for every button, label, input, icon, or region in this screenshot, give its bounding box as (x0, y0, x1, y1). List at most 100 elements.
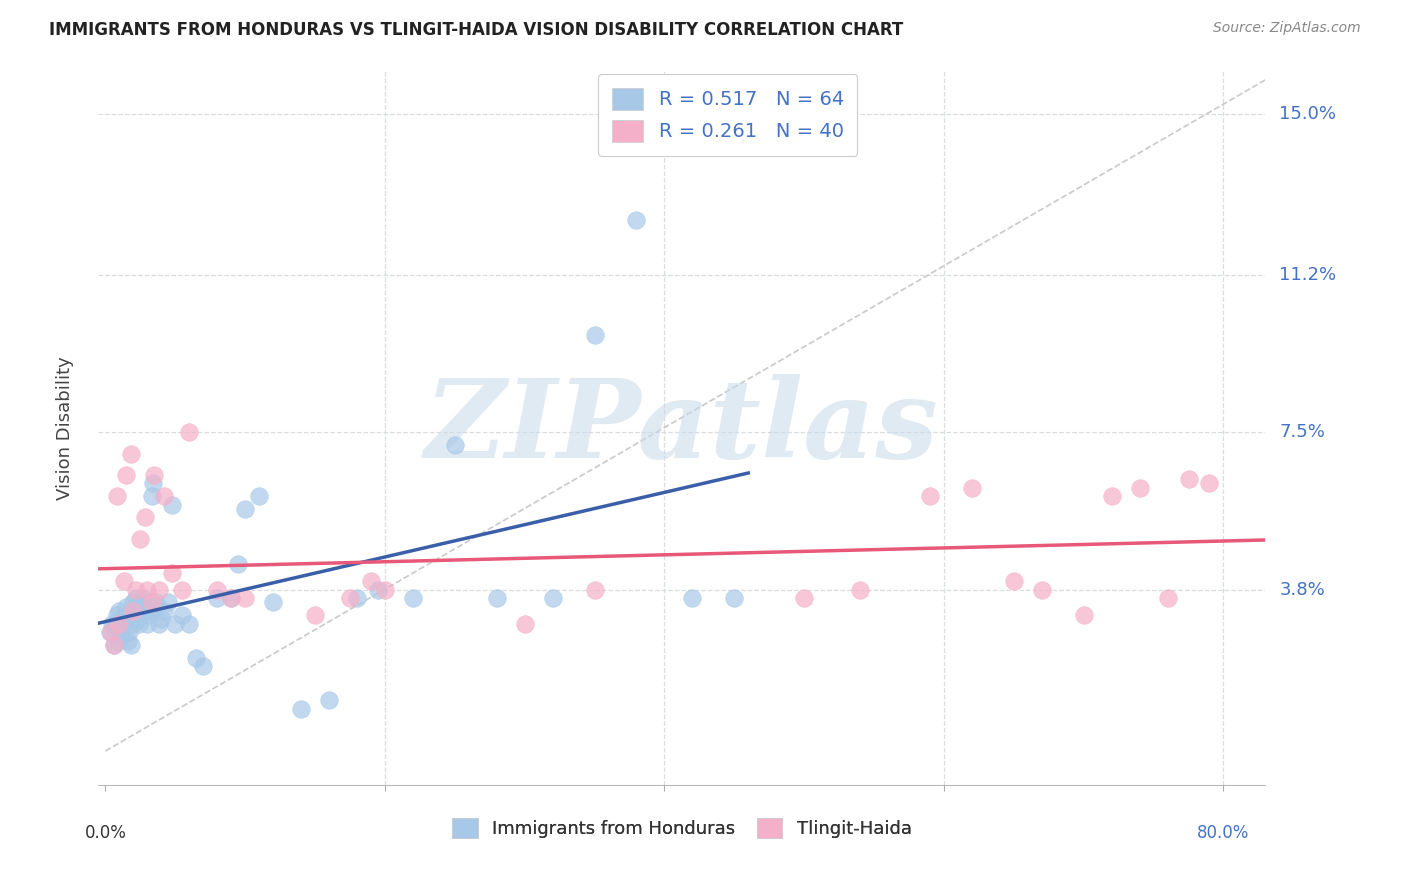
Point (226, 557, 249, 571)
Point (346, 591, 368, 605)
Point (443, 438, 465, 452)
Text: Source: ZipAtlas.com: Source: ZipAtlas.com (1213, 21, 1361, 36)
Point (186, 650, 208, 665)
Point (112, 574, 135, 588)
Text: 0.0%: 0.0% (84, 824, 127, 842)
Text: ZIPatlas: ZIPatlas (425, 375, 939, 482)
Point (165, 616, 187, 631)
Point (960, 481, 983, 495)
Point (125, 582, 148, 597)
Point (157, 595, 180, 609)
Point (129, 608, 152, 623)
Point (98, 625, 121, 640)
Point (626, 213, 648, 227)
Point (127, 612, 149, 626)
Point (150, 612, 173, 626)
Point (112, 616, 135, 631)
Point (143, 604, 166, 618)
Point (1073, 608, 1095, 623)
Point (120, 447, 142, 461)
Text: 3.8%: 3.8% (1279, 581, 1324, 599)
Point (128, 616, 150, 631)
Point (1002, 574, 1025, 588)
Point (318, 693, 340, 707)
Point (162, 566, 184, 580)
Point (339, 591, 361, 605)
Point (681, 591, 703, 605)
Point (115, 467, 138, 482)
Point (121, 612, 143, 626)
Point (120, 638, 142, 652)
Point (205, 591, 228, 605)
Point (402, 591, 425, 605)
Point (153, 489, 176, 503)
Point (111, 612, 134, 626)
Point (172, 582, 194, 597)
Point (219, 591, 242, 605)
Point (162, 498, 184, 512)
Point (205, 582, 228, 597)
Point (141, 489, 163, 503)
Text: 80.0%: 80.0% (1198, 824, 1250, 842)
Point (122, 595, 145, 609)
Point (139, 595, 162, 609)
Point (114, 608, 136, 623)
Point (132, 591, 155, 605)
Point (101, 616, 124, 631)
Point (122, 616, 145, 631)
Point (124, 599, 146, 614)
Point (723, 591, 745, 605)
Point (129, 532, 152, 546)
Point (141, 595, 163, 609)
Point (233, 501, 256, 516)
Point (136, 582, 159, 597)
Point (1198, 476, 1220, 491)
Point (107, 633, 129, 648)
Point (485, 591, 508, 605)
Point (849, 582, 872, 597)
Point (148, 582, 170, 597)
Point (193, 659, 215, 673)
Point (145, 595, 167, 609)
Point (104, 616, 127, 631)
Point (105, 489, 128, 503)
Point (918, 489, 941, 503)
Point (219, 591, 242, 605)
Point (134, 510, 156, 524)
Point (1156, 591, 1178, 605)
Point (290, 701, 312, 715)
Point (117, 633, 139, 648)
Point (142, 476, 165, 491)
Point (108, 604, 131, 618)
Point (100, 625, 122, 640)
Point (304, 608, 326, 623)
Point (179, 425, 201, 440)
Point (136, 616, 159, 631)
Point (172, 608, 194, 623)
Point (138, 608, 160, 623)
Point (233, 591, 256, 605)
Point (108, 616, 131, 631)
Point (148, 616, 170, 631)
Point (1129, 481, 1152, 495)
Point (513, 616, 536, 631)
Point (122, 604, 145, 618)
Text: 11.2%: 11.2% (1279, 266, 1337, 285)
Text: 7.5%: 7.5% (1279, 424, 1326, 442)
Point (134, 604, 156, 618)
Text: 15.0%: 15.0% (1279, 105, 1336, 123)
Point (108, 616, 131, 631)
Y-axis label: Vision Disability: Vision Disability (56, 356, 75, 500)
Point (374, 582, 396, 597)
Point (1177, 472, 1199, 486)
Point (367, 582, 389, 597)
Point (247, 489, 270, 503)
Point (105, 608, 128, 623)
Point (179, 616, 201, 631)
Point (118, 625, 141, 640)
Point (541, 591, 564, 605)
Point (103, 638, 125, 652)
Point (360, 574, 382, 588)
Point (131, 599, 153, 614)
Point (125, 591, 148, 605)
